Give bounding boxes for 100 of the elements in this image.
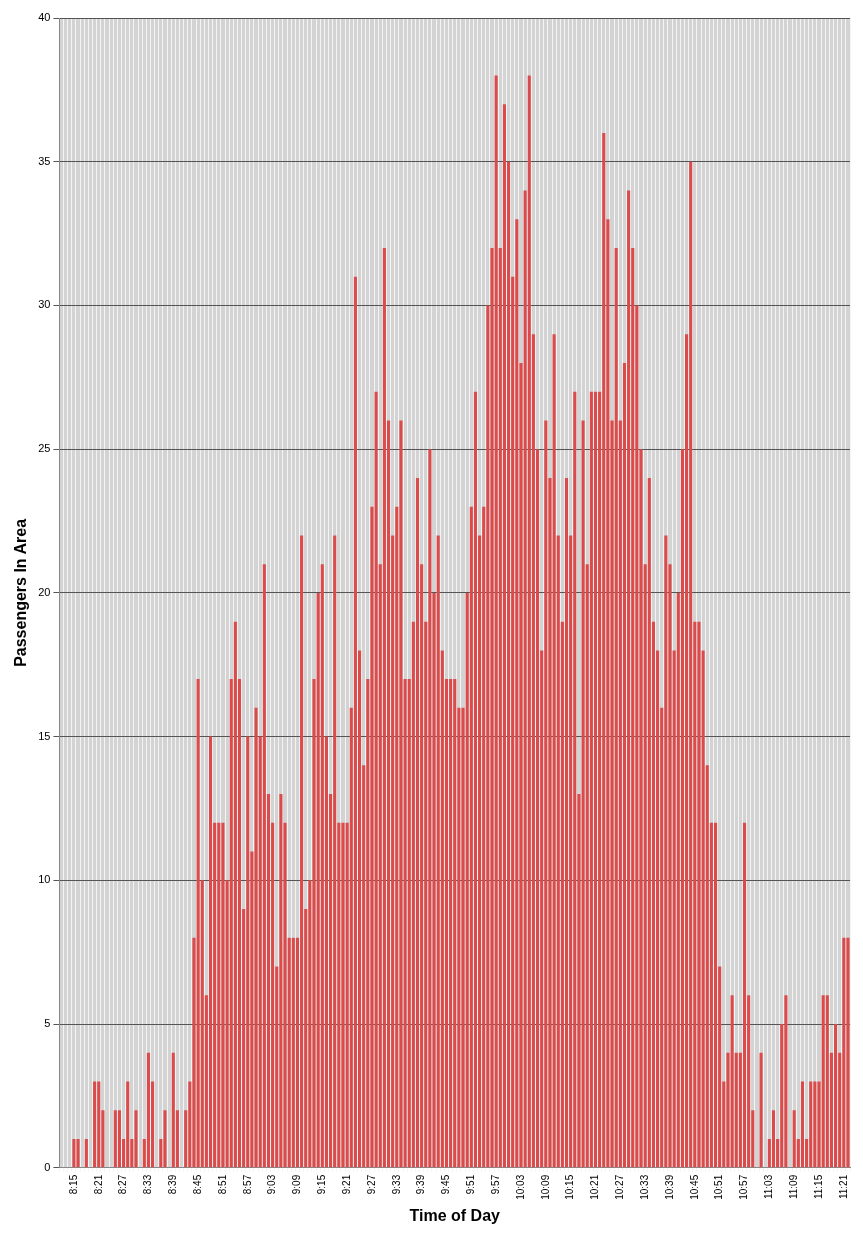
y-tick-label: 25 <box>38 442 51 455</box>
bar <box>494 75 498 1168</box>
bar <box>564 477 569 1168</box>
bar <box>146 1052 150 1168</box>
x-tick-label: 10:45 <box>688 1174 700 1200</box>
bar <box>846 937 850 1168</box>
x-tick-label: 8:21 <box>92 1174 104 1195</box>
bar <box>93 1081 97 1168</box>
x-tick-label: 9:39 <box>415 1174 427 1195</box>
bar <box>689 161 693 1168</box>
x-tick-label: 8:45 <box>191 1174 203 1195</box>
bar <box>825 995 829 1168</box>
bar <box>800 1081 805 1168</box>
x-tick-label: 11:09 <box>787 1174 799 1200</box>
bar <box>374 391 378 1168</box>
bar <box>552 334 556 1168</box>
y-tick-label: 10 <box>38 873 51 886</box>
y-tick-label: 5 <box>44 1017 51 1030</box>
bar <box>341 822 345 1168</box>
bar <box>254 707 258 1168</box>
bar <box>291 937 295 1168</box>
x-tick-label: 9:45 <box>440 1174 452 1195</box>
x-tick-label: 9:51 <box>465 1174 477 1195</box>
x-tick-label: 11:03 <box>763 1174 775 1200</box>
bar <box>262 564 266 1168</box>
bar <box>813 1081 817 1168</box>
bar <box>784 995 788 1168</box>
x-tick-label: 11:15 <box>812 1174 824 1200</box>
bar <box>593 391 598 1168</box>
bar <box>117 1110 122 1168</box>
bar <box>233 621 237 1168</box>
x-tick-label: 10:57 <box>738 1174 750 1200</box>
bar <box>76 1139 80 1168</box>
x-tick-label: 10:03 <box>514 1174 526 1200</box>
x-tick-label: 8:27 <box>117 1174 129 1195</box>
y-tick-label: 15 <box>38 729 51 742</box>
x-tick-label: 9:33 <box>390 1174 402 1195</box>
y-tick-label: 40 <box>38 11 51 24</box>
y-tick-label: 30 <box>38 298 51 311</box>
x-tick-label: 11:21 <box>837 1174 849 1200</box>
bar <box>72 1139 76 1168</box>
bar <box>279 794 283 1168</box>
y-tick-label: 35 <box>38 154 51 167</box>
bar <box>221 822 225 1168</box>
bar <box>515 219 519 1168</box>
bar <box>449 679 453 1168</box>
x-tick-label: 10:27 <box>614 1174 626 1200</box>
bar <box>126 1081 130 1168</box>
y-tick-label: 0 <box>44 1160 51 1173</box>
bar <box>713 822 718 1168</box>
x-tick-label: 9:21 <box>340 1174 352 1195</box>
x-tick-label: 10:33 <box>638 1174 650 1200</box>
bar <box>84 1139 88 1168</box>
bar <box>792 1110 796 1168</box>
bar <box>647 477 651 1168</box>
x-tick-label: 8:51 <box>216 1174 228 1195</box>
bar <box>300 535 304 1168</box>
x-tick-label: 10:21 <box>589 1174 601 1200</box>
x-tick-label: 9:15 <box>316 1174 328 1195</box>
bar <box>134 1110 138 1168</box>
x-axis-title: Time of Day <box>409 1206 501 1224</box>
bar <box>742 822 747 1168</box>
bar <box>320 564 324 1168</box>
x-tick-label: 10:15 <box>564 1174 576 1200</box>
bar <box>759 1052 763 1168</box>
bar <box>502 104 506 1168</box>
bar <box>333 535 337 1168</box>
x-tick-label: 9:57 <box>489 1174 501 1195</box>
bar <box>809 1081 813 1168</box>
bar <box>399 420 403 1168</box>
bar <box>353 276 357 1168</box>
bar <box>113 1110 117 1168</box>
bar <box>97 1081 101 1168</box>
bar <box>403 679 407 1168</box>
bar <box>771 1110 776 1168</box>
bar <box>730 995 734 1168</box>
bar <box>842 937 846 1168</box>
bar <box>453 679 457 1168</box>
bar <box>217 822 221 1168</box>
bar <box>208 736 213 1168</box>
x-tick-label: 8:33 <box>142 1174 154 1195</box>
bar <box>614 247 618 1168</box>
x-tick-label: 9:09 <box>291 1174 303 1195</box>
bar <box>627 190 631 1168</box>
bar <box>664 535 668 1168</box>
bar <box>527 75 531 1168</box>
bar <box>382 247 386 1168</box>
bar <box>415 477 420 1168</box>
bar <box>246 736 250 1168</box>
y-tick-label: 20 <box>38 585 51 598</box>
bar <box>602 132 606 1168</box>
bar <box>171 1052 175 1168</box>
x-tick-label: 10:39 <box>663 1174 675 1200</box>
x-tick-label: 9:03 <box>266 1174 278 1195</box>
bar <box>436 535 440 1168</box>
bar <box>428 449 432 1168</box>
bar <box>196 679 200 1168</box>
x-tick-label: 9:27 <box>365 1174 377 1195</box>
bar <box>581 420 585 1168</box>
bar <box>163 1110 167 1168</box>
